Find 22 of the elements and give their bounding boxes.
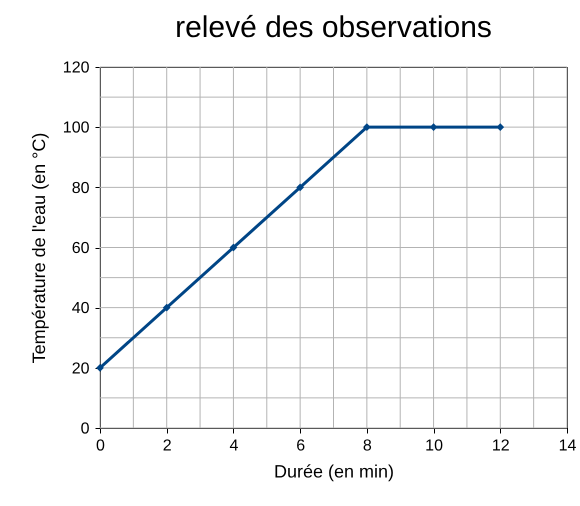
y-tick-label: 80 <box>72 180 90 197</box>
x-tick-label: 8 <box>362 438 372 454</box>
y-tick-label: 120 <box>62 60 90 76</box>
x-tick-label: 10 <box>425 438 444 454</box>
x-tick-label: 2 <box>162 438 172 454</box>
y-tick-label: 100 <box>62 120 90 137</box>
point <box>96 364 104 372</box>
x-tick-label: 12 <box>492 438 510 454</box>
y-axis-title: Température de l'eau (en °C) <box>28 132 49 364</box>
point <box>162 304 171 312</box>
point <box>230 244 238 252</box>
x-tick-label: 6 <box>296 438 306 454</box>
chart-title: relevé des observations <box>175 11 492 44</box>
point <box>296 183 304 192</box>
x-tick-label: 14 <box>558 438 576 454</box>
x-tick-label: 4 <box>229 438 238 454</box>
y-tick-label: 0 <box>80 420 90 438</box>
y-tick-label: 20 <box>72 360 90 378</box>
x-axis-title: Durée (en min) <box>274 462 394 482</box>
y-tick-label: 40 <box>72 300 90 318</box>
y-tick-label: 60 <box>72 240 90 257</box>
x-tick-label: 0 <box>96 438 106 454</box>
